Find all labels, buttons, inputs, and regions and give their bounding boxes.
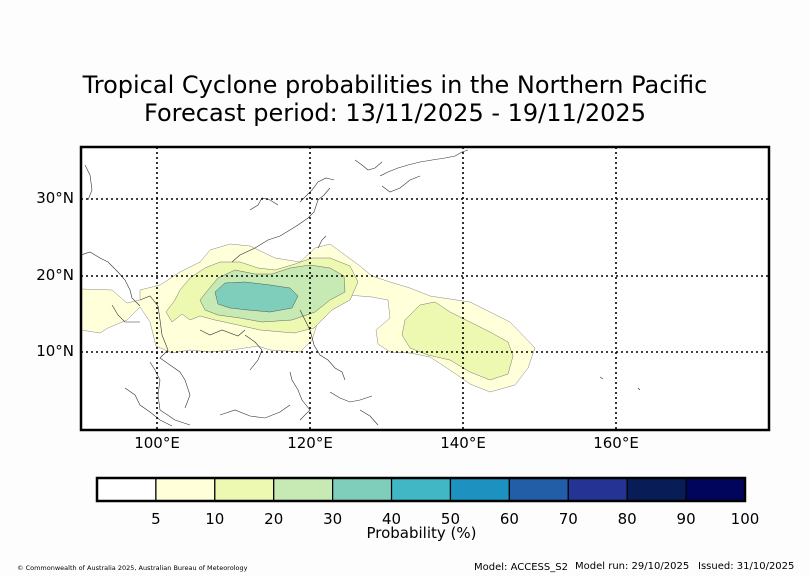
title-line-2: Forecast period: 13/11/2025 - 19/11/2025: [144, 99, 646, 127]
lat-label-10n: 10°N: [36, 342, 74, 360]
colorbar: [95, 476, 747, 503]
gridlines: [81, 147, 769, 430]
model-run-date: Model run: 29/10/2025: [575, 561, 690, 572]
colorbar-swatch: [626, 477, 687, 502]
colorbar-tick-label: 5: [151, 510, 161, 528]
colorbar-swatch: [155, 477, 216, 502]
colorbar-swatch: [332, 477, 393, 502]
colorbar-tick-label: 50: [440, 510, 460, 528]
contour-10pct-east: [401, 301, 514, 381]
lat-label-30n: 30°N: [36, 189, 74, 207]
colorbar-tick-label: 70: [558, 510, 578, 528]
probability-contours: [81, 243, 536, 393]
colorbar-swatch: [214, 477, 275, 502]
lon-label-100e: 100°E: [134, 434, 180, 452]
map-frame: [79, 145, 771, 432]
colorbar-tick-label: 80: [617, 510, 637, 528]
colorbar-tick-label: 10: [205, 510, 225, 528]
issued-date: Issued: 31/10/2025: [698, 561, 795, 572]
lon-label-120e: 120°E: [287, 434, 333, 452]
colorbar-swatch: [685, 477, 746, 502]
lon-label-140e: 140°E: [440, 434, 486, 452]
colorbar-tick-label: 20: [264, 510, 284, 528]
colorbar-swatch: [567, 477, 628, 502]
colorbar-tick-label: 40: [381, 510, 402, 528]
colorbar-swatch: [390, 477, 452, 502]
lon-label-160e: 160°E: [593, 434, 639, 452]
copyright-credit: © Commonwealth of Australia 2025, Austra…: [17, 564, 248, 572]
coastlines: [81, 149, 641, 427]
colorbar-tick-label: 30: [323, 510, 343, 528]
colorbar-tick-label: 60: [499, 510, 519, 528]
lat-label-20n: 20°N: [36, 266, 74, 284]
colorbar-tick-label: 90: [676, 510, 696, 528]
colorbar-swatch: [96, 477, 157, 502]
colorbar-tick-label: 100: [730, 510, 760, 528]
colorbar-frame: [95, 476, 747, 503]
title-line-1: Tropical Cyclone probabilities in the No…: [82, 71, 708, 99]
colorbar-swatch: [508, 477, 569, 502]
colorbar-label: Probability (%): [366, 524, 477, 542]
model-name: Model: ACCESS_S2: [474, 562, 568, 573]
colorbar-swatch: [449, 477, 510, 502]
colorbar-swatch: [273, 477, 334, 502]
contour-30pct: [214, 281, 299, 313]
